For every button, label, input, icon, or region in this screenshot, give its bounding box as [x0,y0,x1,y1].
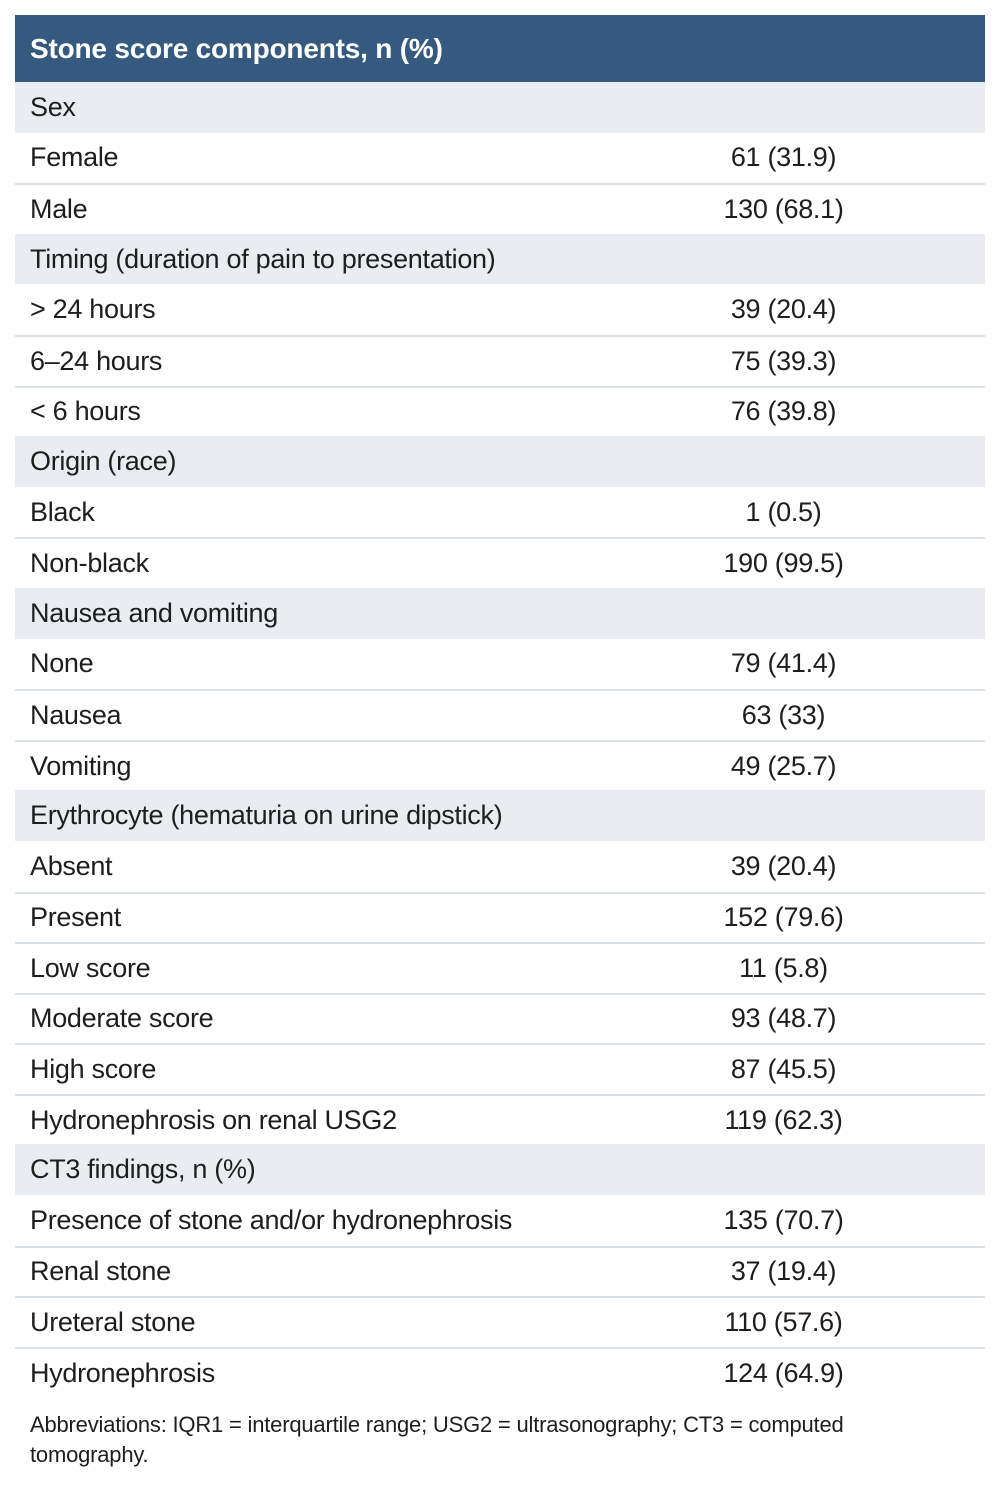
table-body: Sex Female 61 (31.9) Male 130 (68.1) Timing (… [15,82,985,1398]
row-value: 61 (31.9) [730,142,837,173]
row-label: Vomiting [30,750,132,781]
section-row: Sex [15,82,985,133]
row-value: 190 (99.5) [723,548,844,579]
row-value: 79 (41.4) [730,648,837,679]
table-row: Moderate score 93 (48.7) [15,992,985,1044]
table-row: Non-black 190 (99.5) [15,537,985,588]
row-label: High score [30,1054,157,1085]
table-row: Absent 39 (20.4) [15,840,985,892]
row-label: Ureteral stone [30,1307,196,1338]
row-label: Hydronephrosis [30,1357,215,1388]
row-value: 49 (25.7) [730,750,837,781]
row-value: 93 (48.7) [730,1003,837,1034]
table-row: Male 130 (68.1) [15,183,985,234]
section-label: CT3 findings, n (%) [30,1154,256,1185]
row-value: 87 (45.5) [730,1054,837,1085]
row-value: 110 (57.6) [724,1307,843,1338]
section-label: Erythrocyte (hematuria on urine dipstick… [30,800,503,831]
section-label: Nausea and vomiting [30,597,278,628]
row-value: 152 (79.6) [723,902,844,933]
row-label: Present [30,902,121,933]
table-row: Nausea 63 (33) [15,689,985,740]
row-label: Nausea [30,699,122,730]
row-value: 119 (62.3) [724,1104,843,1135]
section-row: Timing (duration of pain to presentation… [15,233,985,285]
table-row: Low score 11 (5.8) [15,942,985,993]
row-label: 6–24 hours [30,345,163,376]
table-row: 6–24 hours 75 (39.3) [15,334,985,386]
row-value: 37 (19.4) [730,1256,837,1287]
row-value: 75 (39.3) [730,345,837,376]
section-label: Sex [30,91,76,122]
section-row: CT3 findings, n (%) [15,1144,985,1196]
row-label: Absent [30,850,113,881]
row-value: 63 (33) [741,699,826,730]
table-row: High score 87 (45.5) [15,1043,985,1094]
table-row: Ureteral stone 110 (57.6) [15,1296,985,1347]
row-label: Presence of stone and/or hydronephrosis [30,1204,513,1235]
row-value: 1 (0.5) [745,496,822,527]
section-label: Timing (duration of pain to presentation… [30,243,496,274]
row-value: 124 (64.9) [723,1357,844,1388]
row-value: 130 (68.1) [723,193,844,224]
row-label: None [30,648,94,679]
section-label: Origin (race) [30,445,177,476]
row-label: > 24 hours [30,294,156,325]
table-row: Renal stone 37 (19.4) [15,1245,985,1297]
stone-score-table: Stone score components, n (%) Sex Female 6… [15,15,985,1470]
table-row: Hydronephrosis 124 (64.9) [15,1346,985,1398]
row-label: Black [30,496,95,527]
table-row: Vomiting 49 (25.7) [15,739,985,791]
row-value: 135 (70.7) [723,1204,844,1235]
table-row: None 79 (41.4) [15,638,985,690]
row-label: Female [30,142,119,173]
table-row: Female 61 (31.9) [15,132,985,184]
row-value: 39 (20.4) [730,850,837,881]
table-title: Stone score components, n (%) [15,15,985,82]
section-row: Origin (race) [15,436,985,487]
table-row: > 24 hours 39 (20.4) [15,284,985,335]
section-row: Erythrocyte (hematuria on urine dipstick… [15,790,985,841]
row-label: Hydronephrosis on renal USG2 [30,1104,397,1135]
row-label: Moderate score [30,1003,214,1034]
table-row: Presence of stone and/or hydronephrosis 1… [15,1195,985,1246]
row-label: Male [30,193,88,224]
table-footnote: Abbreviations: IQR1 = interquartile rang… [30,1412,844,1468]
table-row: Black 1 (0.5) [15,486,985,538]
table-row: Hydronephrosis on renal USG2 119 (62.3) [15,1093,985,1145]
row-label: < 6 hours [30,396,141,427]
table-row: < 6 hours 76 (39.8) [15,385,985,437]
section-row: Nausea and vomiting [15,587,985,639]
row-label: Non-black [30,548,149,579]
table-row: Present 152 (79.6) [15,891,985,943]
row-label: Low score [30,952,151,983]
row-value: 76 (39.8) [730,396,837,427]
row-value: 39 (20.4) [730,294,837,325]
row-label: Renal stone [30,1256,171,1287]
row-value: 11 (5.8) [739,952,828,983]
